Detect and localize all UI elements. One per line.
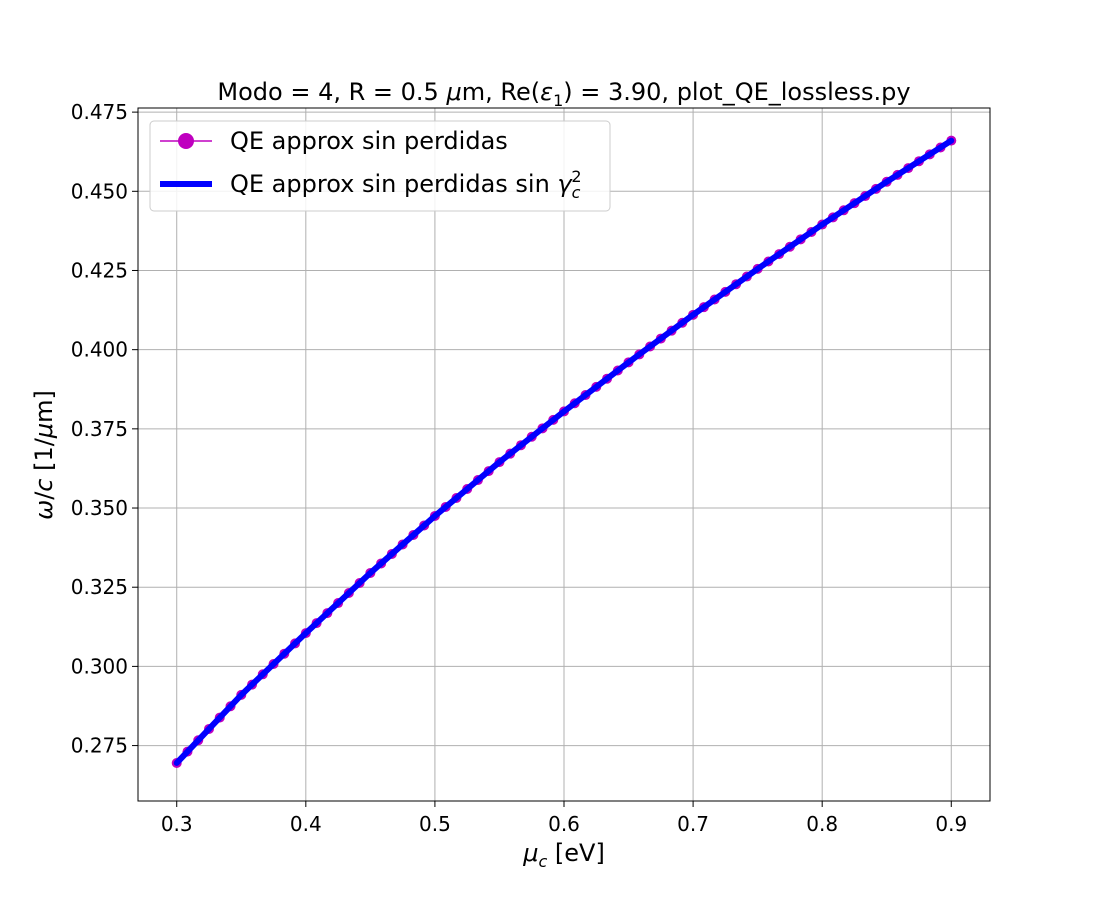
- y-tick-label: 0.425: [71, 258, 128, 282]
- x-tick-label: 0.3: [161, 812, 193, 836]
- x-axis-label: μc [eV]: [522, 839, 605, 871]
- x-tick-label: 0.5: [419, 812, 451, 836]
- y-tick-label: 0.300: [71, 654, 128, 678]
- x-tick-label: 0.6: [548, 812, 580, 836]
- x-tick-label: 0.4: [290, 812, 322, 836]
- y-tick-label: 0.275: [71, 734, 128, 758]
- y-tick-label: 0.350: [71, 496, 128, 520]
- series-qe-approx-no-gamma-line: [173, 137, 955, 766]
- legend: QE approx sin perdidas QE approx sin per…: [149, 120, 611, 212]
- y-tick-label: 0.475: [71, 100, 128, 124]
- legend-label-qe-approx-no-gamma: QE approx sin perdidas sin γc2: [230, 167, 582, 202]
- y-axis-label: ω/c [1/μm]: [30, 390, 58, 520]
- x-tick-label: 0.7: [677, 812, 709, 836]
- y-tick-label: 0.375: [71, 417, 128, 441]
- legend-box: [149, 120, 611, 212]
- y-tick-label: 0.325: [71, 575, 128, 599]
- x-tick-label: 0.8: [806, 812, 838, 836]
- chart-title: Modo = 4, R = 0.5 μm, Re(ε1) = 3.90, plo…: [217, 78, 910, 110]
- plot-series: [171, 135, 957, 768]
- axis-ticks: 0.3 0.4 0.5 0.6 0.7 0.8 0.9 0.275 0.300 0.325 0.35…: [71, 100, 967, 836]
- legend-label-qe-approx: QE approx sin perdidas: [230, 127, 508, 155]
- legend-marker-qe-approx: [178, 133, 194, 149]
- x-tick-label: 0.9: [935, 812, 967, 836]
- y-tick-label: 0.450: [71, 179, 128, 203]
- y-tick-label: 0.400: [71, 338, 128, 362]
